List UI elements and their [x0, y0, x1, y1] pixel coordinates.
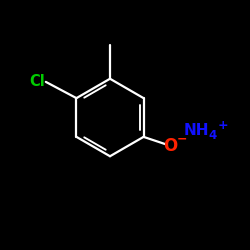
Text: +: + [218, 119, 229, 132]
Text: O: O [163, 136, 177, 154]
Text: 4: 4 [208, 128, 217, 141]
Text: NH: NH [184, 123, 209, 138]
Text: Cl: Cl [30, 74, 45, 90]
Text: −: − [176, 132, 187, 145]
